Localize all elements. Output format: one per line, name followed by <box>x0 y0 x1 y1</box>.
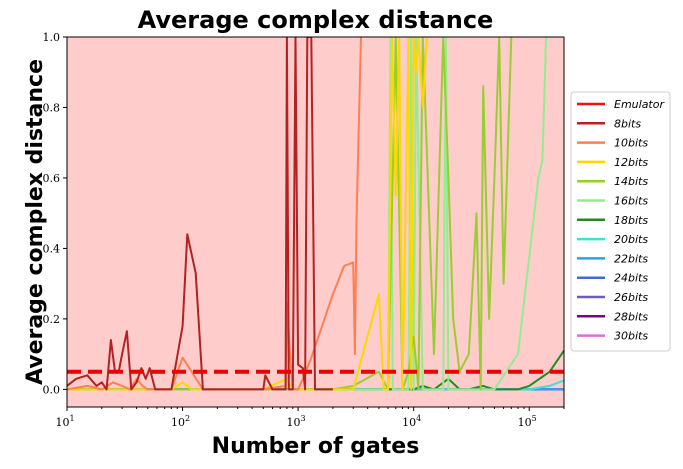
y-tick-label: 0.6 <box>43 172 61 185</box>
x-tick-label: 103 <box>287 414 306 429</box>
series-line-14bits <box>67 37 513 391</box>
series-line-8bits <box>67 37 333 391</box>
x-tick-label: 101 <box>55 414 74 429</box>
legend-label-24bits: 24bits <box>614 272 648 285</box>
x-tick-label: 105 <box>518 414 537 429</box>
x-tick-label: 104 <box>402 414 421 429</box>
y-tick-label: 0.2 <box>43 313 61 326</box>
legend-label-emulator: Emulator <box>614 98 665 111</box>
y-axis: 0.0 0.2 0.4 0.6 0.8 1.0 <box>43 31 67 396</box>
legend-box <box>570 91 671 352</box>
series-line-18bits <box>67 350 564 391</box>
y-axis-label: Average complex distance <box>23 59 48 385</box>
y-tick-label: 1.0 <box>43 31 61 44</box>
chart-title: Average complex distance <box>138 6 494 34</box>
y-tick-label: 0.8 <box>43 101 61 114</box>
x-tick-label: 102 <box>171 414 190 429</box>
legend-label-30bits: 30bits <box>614 330 648 343</box>
legend-label-14bits: 14bits <box>614 175 648 188</box>
legend-label-26bits: 26bits <box>614 291 648 304</box>
legend-label-10bits: 10bits <box>614 137 648 150</box>
y-tick-label: 0.0 <box>43 383 61 396</box>
legend-label-16bits: 16bits <box>614 195 648 208</box>
legend-label-22bits: 22bits <box>614 252 648 265</box>
series-layer <box>67 37 564 391</box>
legend-label-28bits: 28bits <box>614 310 648 323</box>
legend-label-8bits: 8bits <box>614 117 641 130</box>
legend-label-20bits: 20bits <box>614 233 648 246</box>
y-tick-label: 0.4 <box>43 242 61 255</box>
x-axis: 101 102 103 104 105 <box>55 407 565 429</box>
plot-frame <box>66 36 565 408</box>
legend-label-12bits: 12bits <box>614 156 648 169</box>
legend-label-18bits: 18bits <box>614 214 648 227</box>
legend: Emulator 8bits 10bits 12bits 14bits 16bits 18b… <box>570 91 671 352</box>
series-line-12bits <box>67 37 428 391</box>
x-axis-label: Number of gates <box>212 434 420 459</box>
